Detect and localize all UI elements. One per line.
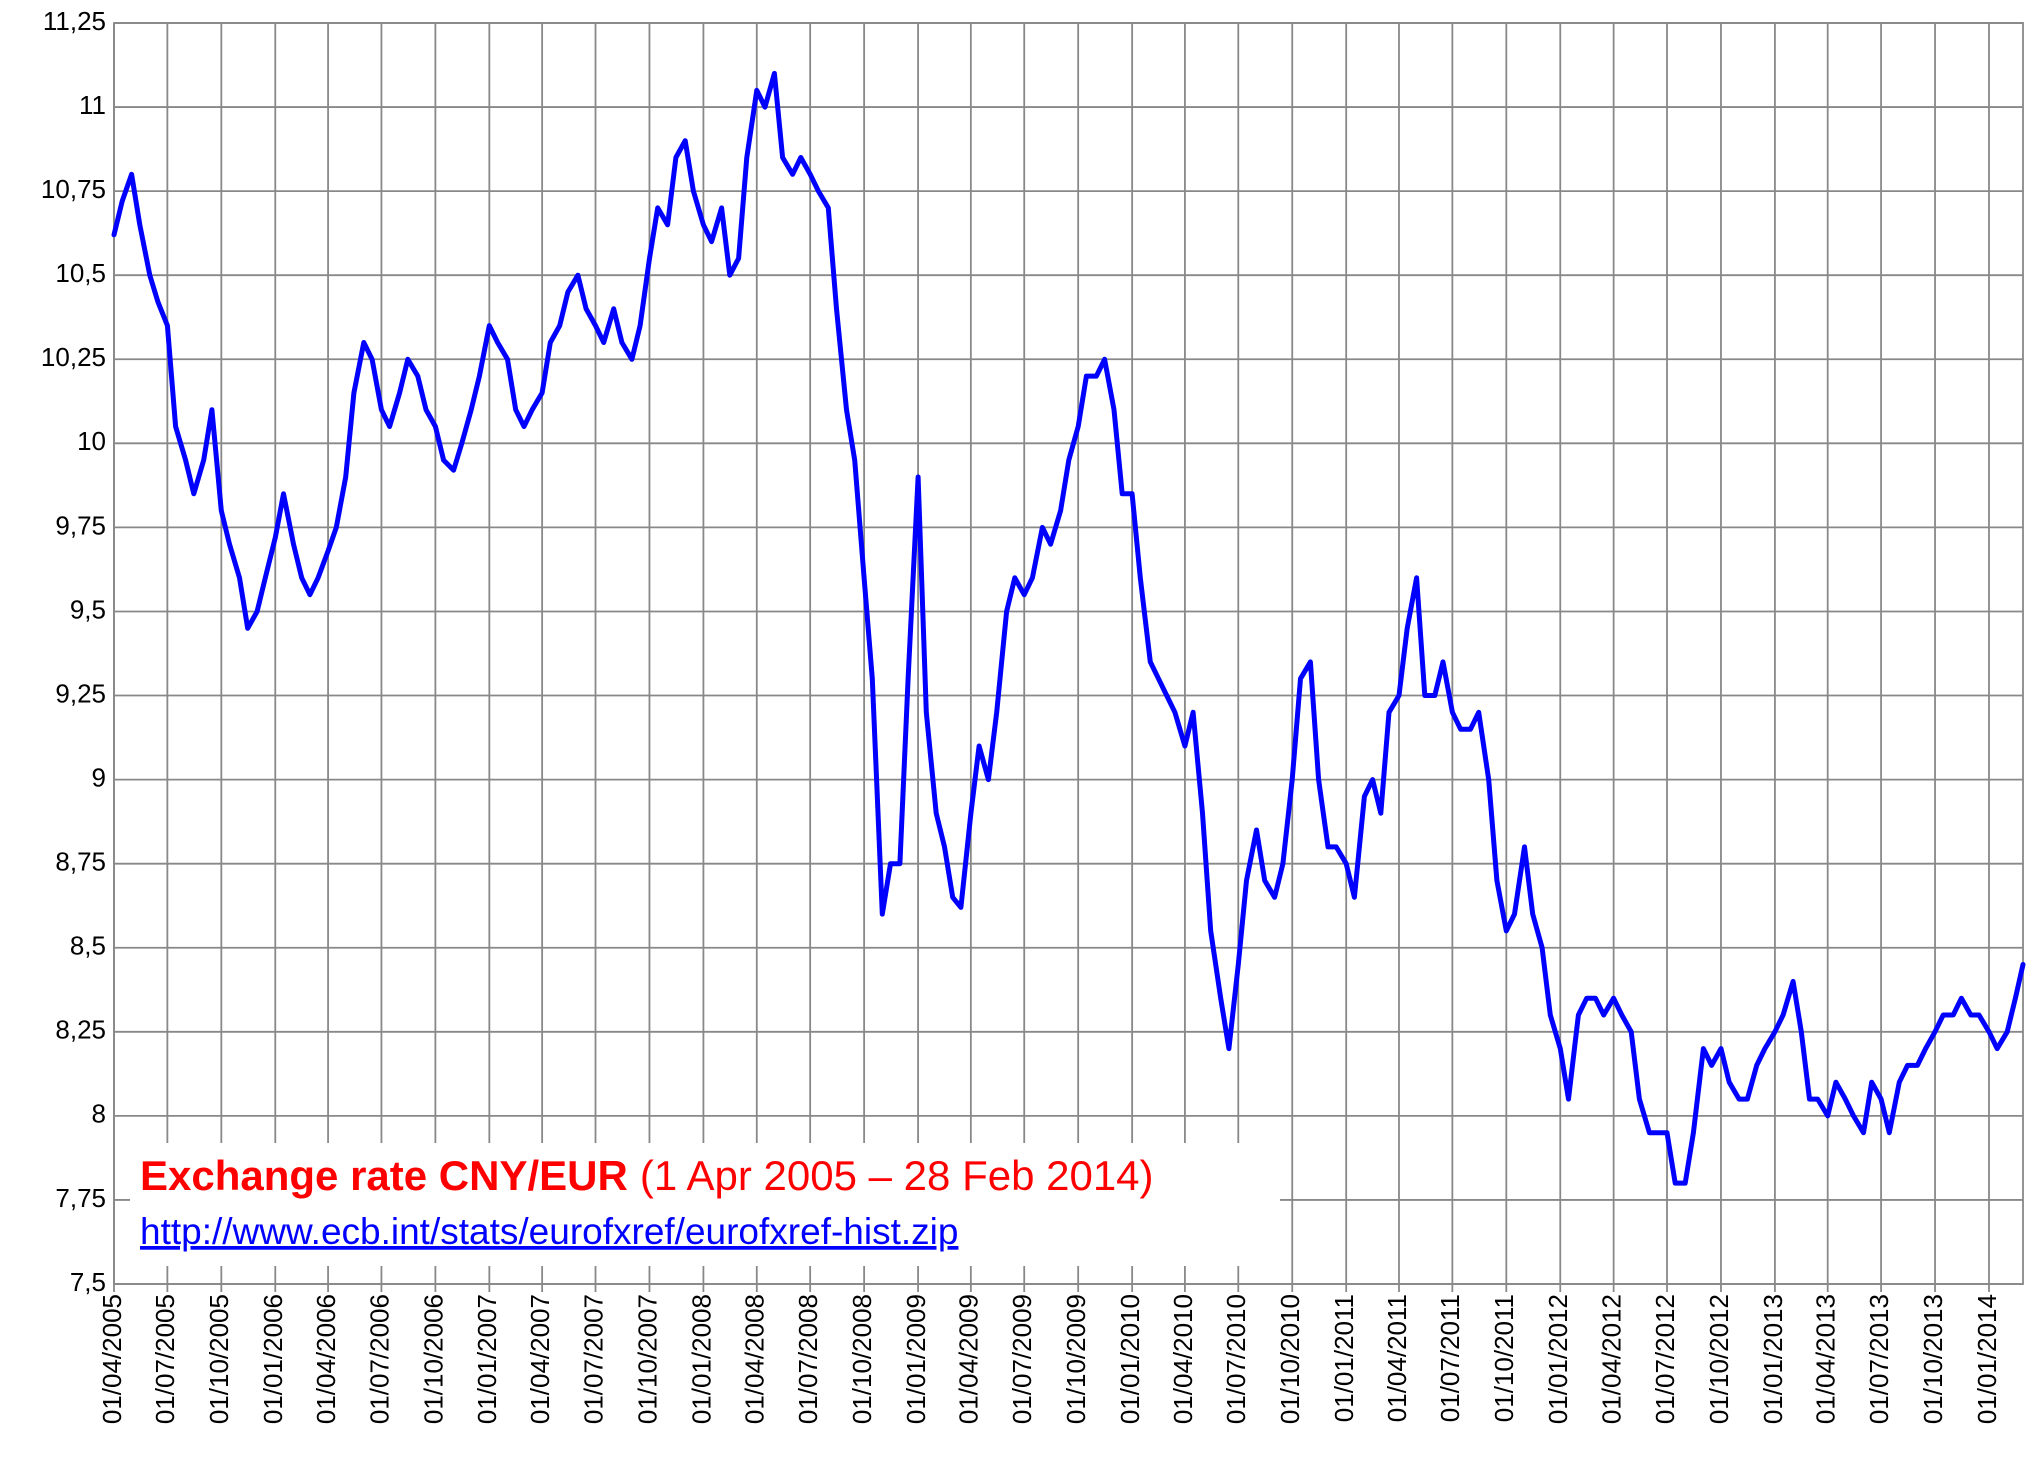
x-tick-label: 01/10/2005 (204, 1294, 234, 1424)
x-tick-label: 01/07/2012 (1650, 1294, 1680, 1424)
labels: 7,5 7,75 8 8,25 8,5 8,75 9 9,25 9,5 9,75 10 10,25 10… (41, 6, 2002, 1424)
x-tick-label: 01/04/2010 (1168, 1294, 1198, 1424)
y-tick-label: 9,25 (55, 678, 106, 708)
x-tick-label: 01/01/2011 (1329, 1294, 1359, 1422)
x-tick-label: 01/07/2009 (1007, 1294, 1037, 1424)
x-tick-label: 01/10/2011 (1489, 1294, 1519, 1422)
y-tick-label: 10,25 (41, 342, 106, 372)
x-tick-label: 01/10/2012 (1704, 1294, 1734, 1424)
x-tick-label: 01/07/2007 (578, 1294, 608, 1424)
y-tick-label: 9,75 (55, 510, 106, 540)
y-tick-label: 8,5 (70, 931, 106, 961)
y-tick-label: 9 (92, 762, 106, 792)
y-tick-label: 11 (79, 90, 106, 120)
x-tick-label: 01/01/2009 (901, 1294, 931, 1424)
x-tick-label: 01/10/2009 (1061, 1294, 1091, 1424)
x-tick-label: 01/04/2009 (954, 1294, 984, 1424)
plot (111, 70, 2026, 1186)
y-tick-label: 8 (92, 1099, 106, 1129)
x-tick-label: 01/10/2008 (847, 1294, 877, 1424)
x-tick-label: 01/01/2006 (258, 1294, 288, 1424)
title: Exchange rate CNY/EUR (140, 1152, 628, 1199)
x-tick-label: 01/07/2010 (1221, 1294, 1251, 1424)
y-tick-label: 8,75 (55, 847, 106, 877)
x-tick-label: 01/07/2013 (1864, 1294, 1894, 1424)
annotation-box (130, 1143, 1280, 1266)
y-tick-label: 10,75 (41, 174, 106, 204)
x-tick-label: 01/04/2007 (525, 1294, 555, 1424)
x-tick-label: 01/04/2012 (1597, 1294, 1627, 1424)
plot-border (113, 22, 2024, 1285)
x-tick-label: 01/01/2014 (1972, 1294, 2002, 1424)
annotation-title: Exchange rate CNY/EUR (1 Apr 2005 – 28 Fe… (140, 1152, 1154, 1199)
data-line (111, 70, 2026, 1186)
subtitle: (1 Apr 2005 – 28 Feb 2014) (640, 1152, 1154, 1199)
x-tick-label: 01/01/2013 (1758, 1294, 1788, 1424)
x-tick-label: 01/10/2006 (418, 1294, 448, 1424)
x-tick-label: 01/04/2008 (740, 1294, 770, 1424)
y-tick-label: 10,5 (55, 258, 106, 288)
x-tick-label: 01/01/2010 (1115, 1294, 1145, 1424)
y-tick-label: 8,25 (55, 1015, 106, 1045)
x-tick-label: 01/01/2008 (686, 1294, 716, 1424)
y-tick-label: 11,25 (43, 6, 106, 36)
grid (113, 22, 2024, 1292)
y-tick-label: 10 (77, 426, 106, 456)
x-tick-label: 01/04/2013 (1811, 1294, 1841, 1424)
x-tick-label: 01/10/2010 (1275, 1294, 1305, 1424)
source-link[interactable]: http://www.ecb.int/stats/eurofxref/eurof… (140, 1211, 958, 1252)
y-tick-label: 7,75 (55, 1183, 106, 1213)
x-tick-label: 01/07/2011 (1435, 1294, 1465, 1422)
x-tick-label: 01/04/2011 (1382, 1294, 1412, 1422)
x-tick-label: 01/07/2008 (793, 1294, 823, 1424)
x-tick-label: 01/01/2012 (1543, 1294, 1573, 1424)
y-tick-label: 9,5 (70, 594, 106, 624)
x-tick-label: 01/07/2005 (150, 1294, 180, 1424)
x-tick-label: 01/01/2007 (472, 1294, 502, 1424)
x-tick-label: 01/07/2006 (364, 1294, 394, 1424)
x-tick-label: 01/10/2007 (632, 1294, 662, 1424)
x-tick-label: 01/10/2013 (1918, 1294, 1948, 1424)
x-tick-label: 01/04/2005 (97, 1294, 127, 1424)
x-tick-label: 01/04/2006 (311, 1294, 341, 1424)
y-tick-label: 7,5 (70, 1267, 106, 1297)
